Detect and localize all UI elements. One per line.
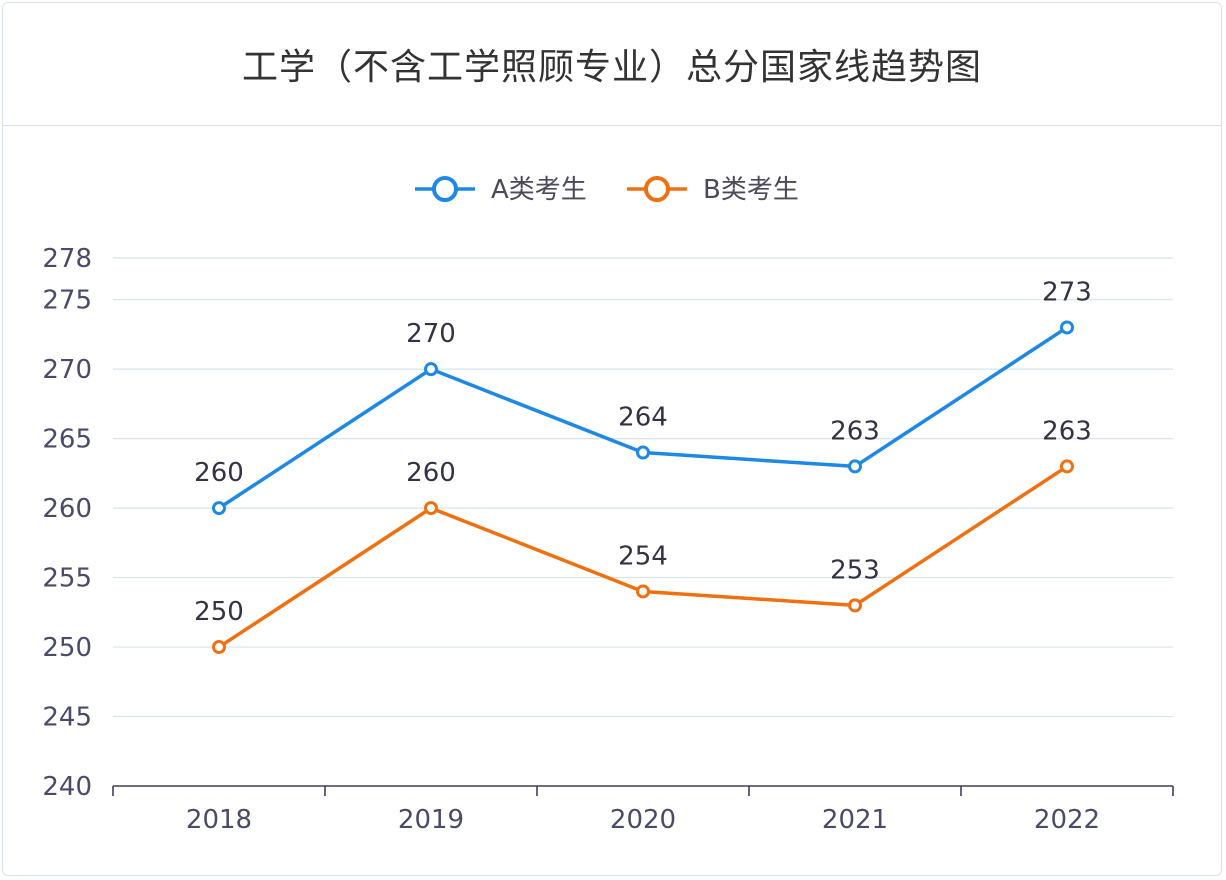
y-tick-label: 275 bbox=[42, 286, 92, 316]
y-tick-label: 240 bbox=[42, 772, 92, 802]
legend-label: A类考生 bbox=[491, 175, 587, 205]
series-layer bbox=[212, 320, 1074, 655]
title-bar: 工学（不含工学照顾专业）总分国家线趋势图 bbox=[3, 3, 1221, 126]
y-tick-label: 260 bbox=[42, 494, 92, 524]
x-tick-label: 2022 bbox=[1034, 805, 1100, 835]
legend-item: B类考生 bbox=[627, 175, 799, 205]
data-point bbox=[1060, 459, 1074, 474]
data-point bbox=[636, 584, 650, 599]
legend-label: B类考生 bbox=[703, 175, 799, 205]
y-tick-label: 278 bbox=[42, 244, 92, 274]
data-label: 263 bbox=[1042, 416, 1092, 446]
x-tick-label: 2020 bbox=[610, 805, 676, 835]
x-tick-label: 2019 bbox=[398, 805, 464, 835]
data-label: 270 bbox=[406, 319, 456, 349]
legend-item: A类考生 bbox=[415, 175, 587, 205]
data-point bbox=[1060, 320, 1074, 335]
legend-marker bbox=[432, 176, 458, 202]
data-point bbox=[212, 640, 226, 655]
data-label: 260 bbox=[406, 458, 456, 488]
data-point bbox=[212, 501, 226, 516]
legend: A类考生 B类考生 bbox=[415, 175, 799, 205]
x-tick-label: 2018 bbox=[186, 805, 252, 835]
data-point bbox=[424, 501, 438, 516]
data-label: 253 bbox=[830, 555, 880, 585]
x-tick-label: 2021 bbox=[822, 805, 888, 835]
y-tick-label: 250 bbox=[42, 633, 92, 663]
data-point bbox=[636, 445, 650, 460]
data-point bbox=[424, 362, 438, 377]
chart-title: 工学（不含工学照顾专业）总分国家线趋势图 bbox=[241, 47, 982, 88]
data-label: 273 bbox=[1042, 277, 1092, 307]
y-tick-label: 245 bbox=[42, 703, 92, 733]
y-tick-label: 265 bbox=[42, 425, 92, 455]
y-tick-label: 255 bbox=[42, 564, 92, 594]
data-point bbox=[848, 459, 862, 474]
data-label: 263 bbox=[830, 416, 880, 446]
axis-layer: 240 245 250 255 260 265 270 275 278 2018 2019 2020 2… bbox=[42, 244, 1174, 835]
y-tick-label: 270 bbox=[42, 355, 92, 385]
grid-layer bbox=[113, 257, 1173, 718]
legend-marker bbox=[644, 176, 670, 202]
data-label: 260 bbox=[194, 458, 244, 488]
data-label: 254 bbox=[618, 541, 668, 571]
data-label: 264 bbox=[618, 403, 668, 433]
data-labels-layer: 260 270 264 263 273 250 260 254 253 263 bbox=[194, 277, 1092, 627]
data-label: 250 bbox=[194, 597, 244, 627]
data-point bbox=[848, 598, 862, 613]
